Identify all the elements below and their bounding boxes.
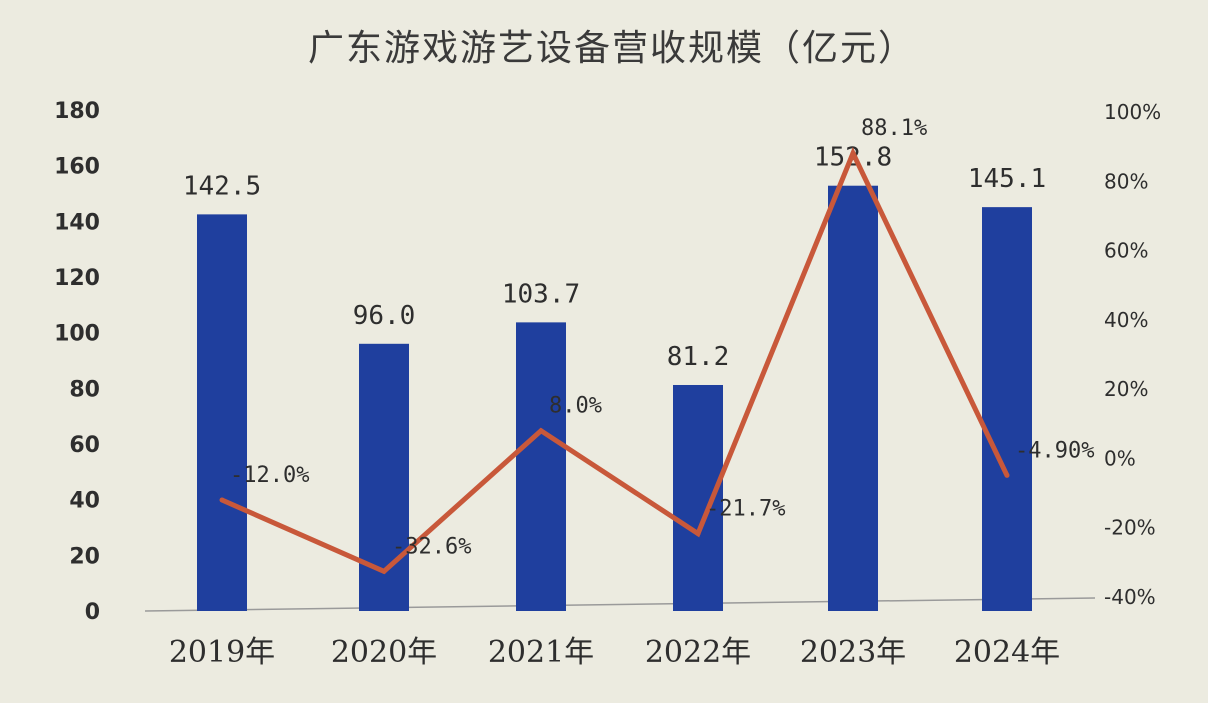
bar bbox=[516, 322, 566, 611]
growth-point bbox=[850, 150, 856, 156]
left-axis-tick-label: 120 bbox=[54, 266, 100, 291]
growth-point bbox=[219, 497, 225, 503]
right-axis-tick-label: 60% bbox=[1104, 239, 1148, 263]
bar-value-label: 103.7 bbox=[502, 279, 580, 309]
category-label: 2021年 bbox=[488, 635, 594, 670]
left-axis-tick-label: 160 bbox=[54, 155, 100, 180]
right-axis-tick-label: 100% bbox=[1104, 100, 1161, 124]
growth-value-label: 8.0% bbox=[549, 394, 602, 419]
category-label: 2019年 bbox=[169, 635, 275, 670]
left-axis-tick-label: 20 bbox=[69, 544, 100, 569]
bar-value-label: 142.5 bbox=[183, 171, 261, 201]
growth-value-label: -21.7% bbox=[706, 497, 785, 522]
right-axis-tick-label: -40% bbox=[1104, 585, 1156, 609]
category-label: 2024年 bbox=[954, 635, 1060, 670]
category-label: 2023年 bbox=[800, 635, 906, 670]
x-axis-line bbox=[144, 597, 1096, 612]
bar bbox=[828, 185, 878, 611]
left-axis: 0 20 40 60 80 100 120 140 160 180 bbox=[54, 99, 100, 625]
left-axis-tick-label: 180 bbox=[54, 99, 100, 124]
bar-value-label: 81.2 bbox=[667, 342, 730, 372]
left-axis-tick-label: 100 bbox=[54, 322, 100, 347]
growth-line bbox=[220, 147, 1010, 575]
chart-title: 广东游戏游艺设备营收规模（亿元） bbox=[308, 28, 916, 69]
left-axis-tick-label: 40 bbox=[69, 489, 100, 514]
growth-value-labels: -12.0% -32.6% 8.0% -21.7% 88.1% -4.90% bbox=[230, 116, 1094, 559]
bar-series bbox=[197, 185, 1032, 611]
left-axis-tick-label: 60 bbox=[69, 433, 100, 458]
bar-value-label: 96.0 bbox=[353, 301, 416, 331]
bar bbox=[197, 214, 247, 611]
right-axis-tick-label: -20% bbox=[1104, 516, 1156, 540]
category-label: 2020年 bbox=[331, 635, 437, 670]
growth-line-series bbox=[219, 147, 1010, 575]
category-label: 2022年 bbox=[645, 635, 751, 670]
growth-point bbox=[695, 531, 701, 537]
category-labels: 2019年 2020年 2021年 2022年 2023年 2024年 bbox=[169, 635, 1060, 670]
left-axis-tick-label: 140 bbox=[54, 210, 100, 235]
growth-value-label: -32.6% bbox=[392, 534, 471, 559]
right-axis-tick-label: 80% bbox=[1104, 169, 1148, 193]
growth-point bbox=[381, 568, 387, 574]
growth-value-label: -12.0% bbox=[230, 463, 309, 488]
right-axis: -40% -20% 0% 20% 40% 60% 80% 100% bbox=[1104, 100, 1161, 609]
right-axis-tick-label: 20% bbox=[1104, 377, 1148, 401]
bar-value-label: 145.1 bbox=[968, 164, 1046, 194]
growth-point bbox=[538, 428, 544, 434]
bar bbox=[982, 207, 1032, 611]
growth-point bbox=[1004, 472, 1010, 478]
right-axis-tick-label: 40% bbox=[1104, 308, 1148, 332]
growth-value-label: -4.90% bbox=[1015, 438, 1094, 463]
right-axis-tick-label: 0% bbox=[1104, 446, 1136, 470]
growth-value-label: 88.1% bbox=[861, 116, 927, 141]
left-axis-tick-label: 80 bbox=[69, 377, 100, 402]
left-axis-tick-label: 0 bbox=[85, 600, 100, 625]
